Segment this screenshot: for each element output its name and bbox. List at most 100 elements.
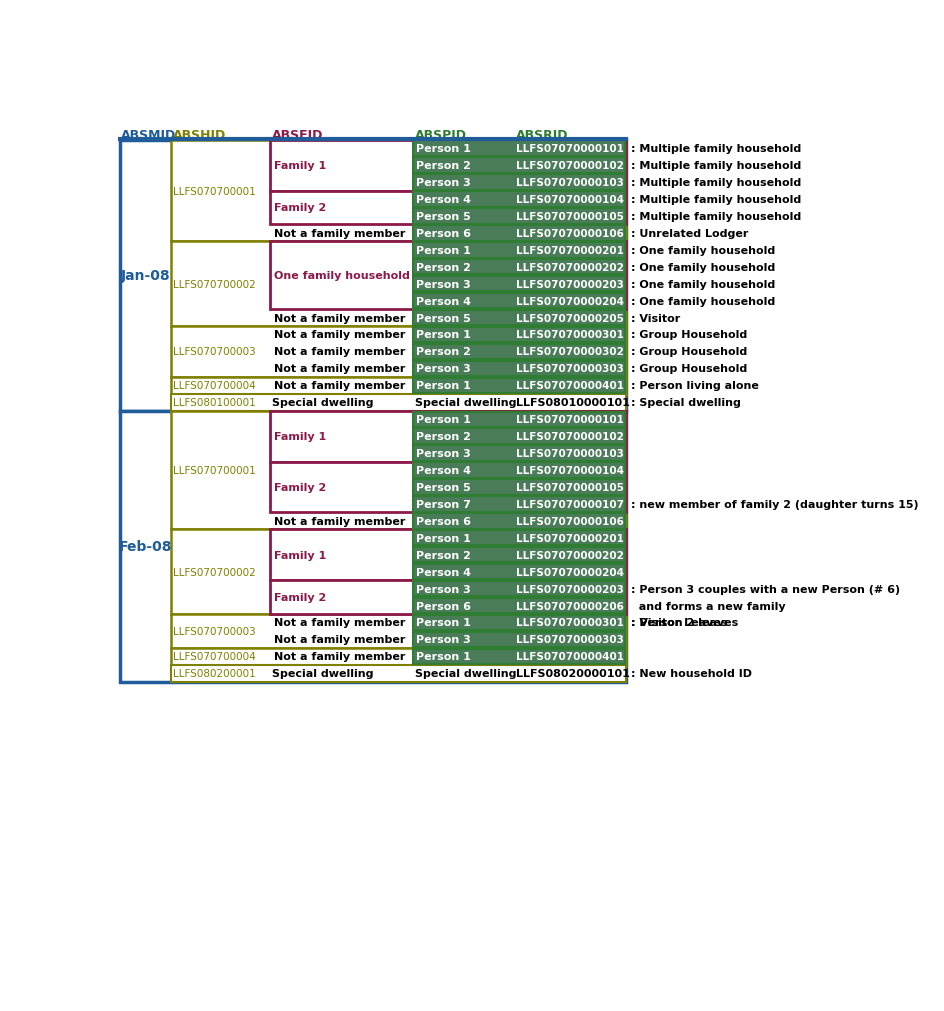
Text: LLFS070700002: LLFS070700002 — [173, 279, 256, 289]
Bar — [413, 328, 625, 343]
Bar — [413, 496, 625, 513]
Text: LLFS070700003: LLFS070700003 — [173, 627, 256, 636]
Text: Family 1: Family 1 — [274, 432, 326, 442]
Text: Not a family member: Not a family member — [274, 381, 405, 391]
Bar — [413, 175, 625, 190]
Text: LLFS08020000101: LLFS08020000101 — [515, 668, 630, 678]
Text: Not a family member: Not a family member — [274, 635, 405, 645]
Text: Person 3: Person 3 — [416, 449, 471, 459]
Bar — [413, 260, 625, 275]
Text: : Multiple family household: : Multiple family household — [631, 211, 801, 221]
Text: Person 3: Person 3 — [416, 178, 471, 188]
Bar — [270, 580, 626, 615]
Text: : new member of family 2 (daughter turns 15): : new member of family 2 (daughter turns… — [631, 499, 919, 510]
Text: : Multiple family household: : Multiple family household — [631, 195, 801, 205]
Bar — [413, 310, 625, 326]
Text: Person 1: Person 1 — [416, 618, 471, 628]
Bar — [413, 632, 625, 647]
Text: Person 4: Person 4 — [416, 296, 471, 306]
Text: Person 6: Person 6 — [416, 228, 471, 239]
Text: LLFS070700003: LLFS070700003 — [173, 347, 256, 357]
Text: : Group Household: : Group Household — [631, 347, 748, 357]
Bar — [413, 225, 625, 242]
Text: : Special dwelling: : Special dwelling — [631, 398, 741, 407]
Text: Person 4: Person 4 — [416, 465, 471, 475]
Text: Person 3: Person 3 — [416, 635, 471, 645]
Bar — [171, 141, 626, 242]
Text: Family 2: Family 2 — [274, 203, 326, 213]
Text: : Visitor Leaves: : Visitor Leaves — [631, 618, 728, 628]
Text: LLFS07070000204: LLFS07070000204 — [515, 296, 624, 306]
Bar — [413, 159, 625, 174]
Text: LLFS07070000203: LLFS07070000203 — [515, 584, 623, 594]
Bar — [413, 412, 625, 428]
Bar — [171, 242, 626, 327]
Text: Person 6: Person 6 — [416, 517, 471, 527]
Text: Not a family member: Not a family member — [274, 517, 405, 527]
Bar — [413, 361, 625, 377]
Text: LLFS07070000401: LLFS07070000401 — [515, 652, 624, 662]
Text: Person 1: Person 1 — [416, 381, 471, 391]
Text: Person 4: Person 4 — [416, 195, 471, 205]
Text: ABSRID: ABSRID — [515, 128, 568, 142]
Text: Special dwelling: Special dwelling — [414, 668, 516, 678]
Bar — [270, 530, 626, 580]
Text: Person 2: Person 2 — [416, 550, 471, 560]
Bar — [270, 191, 626, 225]
Text: LLFS07070000104: LLFS07070000104 — [515, 465, 624, 475]
Text: LLFS07070000103: LLFS07070000103 — [515, 449, 623, 459]
Text: LLFS070700004: LLFS070700004 — [173, 381, 256, 391]
Text: Not a family member: Not a family member — [274, 652, 405, 662]
Text: Not a family member: Not a family member — [274, 228, 405, 239]
Bar — [270, 462, 626, 513]
Text: LLFS070700001: LLFS070700001 — [173, 186, 256, 196]
Text: LLFS07070000303: LLFS07070000303 — [515, 364, 623, 374]
Text: LLFS07070000106: LLFS07070000106 — [515, 517, 623, 527]
Text: : One family household: : One family household — [631, 263, 775, 273]
Text: Person 3: Person 3 — [416, 364, 471, 374]
Text: Person 1: Person 1 — [416, 415, 471, 425]
Text: Person 6: Person 6 — [416, 601, 471, 611]
Text: : Person living alone: : Person living alone — [631, 381, 759, 391]
Bar — [413, 142, 625, 157]
Text: Family 2: Family 2 — [274, 592, 326, 603]
Text: ABSPID: ABSPID — [414, 128, 467, 142]
Bar — [413, 378, 625, 393]
Bar — [171, 394, 626, 411]
Bar — [171, 530, 626, 615]
Text: : Multiple family household: : Multiple family household — [631, 178, 801, 188]
Text: : New household ID: : New household ID — [631, 668, 752, 678]
Bar — [413, 599, 625, 614]
Bar — [270, 242, 626, 309]
Text: Family 1: Family 1 — [274, 161, 326, 171]
Bar — [413, 649, 625, 664]
Text: Person 1: Person 1 — [416, 331, 471, 340]
Bar — [413, 531, 625, 546]
Text: and forms a new family: and forms a new family — [631, 601, 785, 611]
Text: Special dwelling: Special dwelling — [272, 668, 374, 678]
Text: LLFS07070000303: LLFS07070000303 — [515, 635, 623, 645]
Text: Not a family member: Not a family member — [274, 347, 405, 357]
Text: Jan-08: Jan-08 — [120, 269, 170, 283]
Text: Person 3: Person 3 — [416, 584, 471, 594]
Text: Person 1: Person 1 — [416, 144, 471, 154]
Text: Person 5: Person 5 — [416, 211, 471, 221]
Text: ABSFID: ABSFID — [272, 128, 324, 142]
Text: LLFS07070000101: LLFS07070000101 — [515, 144, 623, 154]
Text: Feb-08: Feb-08 — [118, 540, 172, 554]
Bar — [413, 564, 625, 579]
Bar — [171, 377, 626, 394]
Text: : Visitor: : Visitor — [631, 313, 681, 324]
Bar — [120, 411, 626, 682]
Text: LLFS07070000103: LLFS07070000103 — [515, 178, 623, 188]
Text: Person 2: Person 2 — [416, 347, 471, 357]
Bar — [413, 277, 625, 292]
Text: LLFS07070000105: LLFS07070000105 — [515, 482, 623, 492]
Text: LLFS070700004: LLFS070700004 — [173, 652, 256, 662]
Bar — [413, 446, 625, 461]
Bar — [171, 411, 626, 530]
Text: LLFS07070000107: LLFS07070000107 — [515, 499, 624, 510]
Text: Person 2: Person 2 — [416, 161, 471, 171]
Text: Person 1: Person 1 — [416, 652, 471, 662]
Text: LLFS07070000205: LLFS07070000205 — [515, 313, 623, 324]
